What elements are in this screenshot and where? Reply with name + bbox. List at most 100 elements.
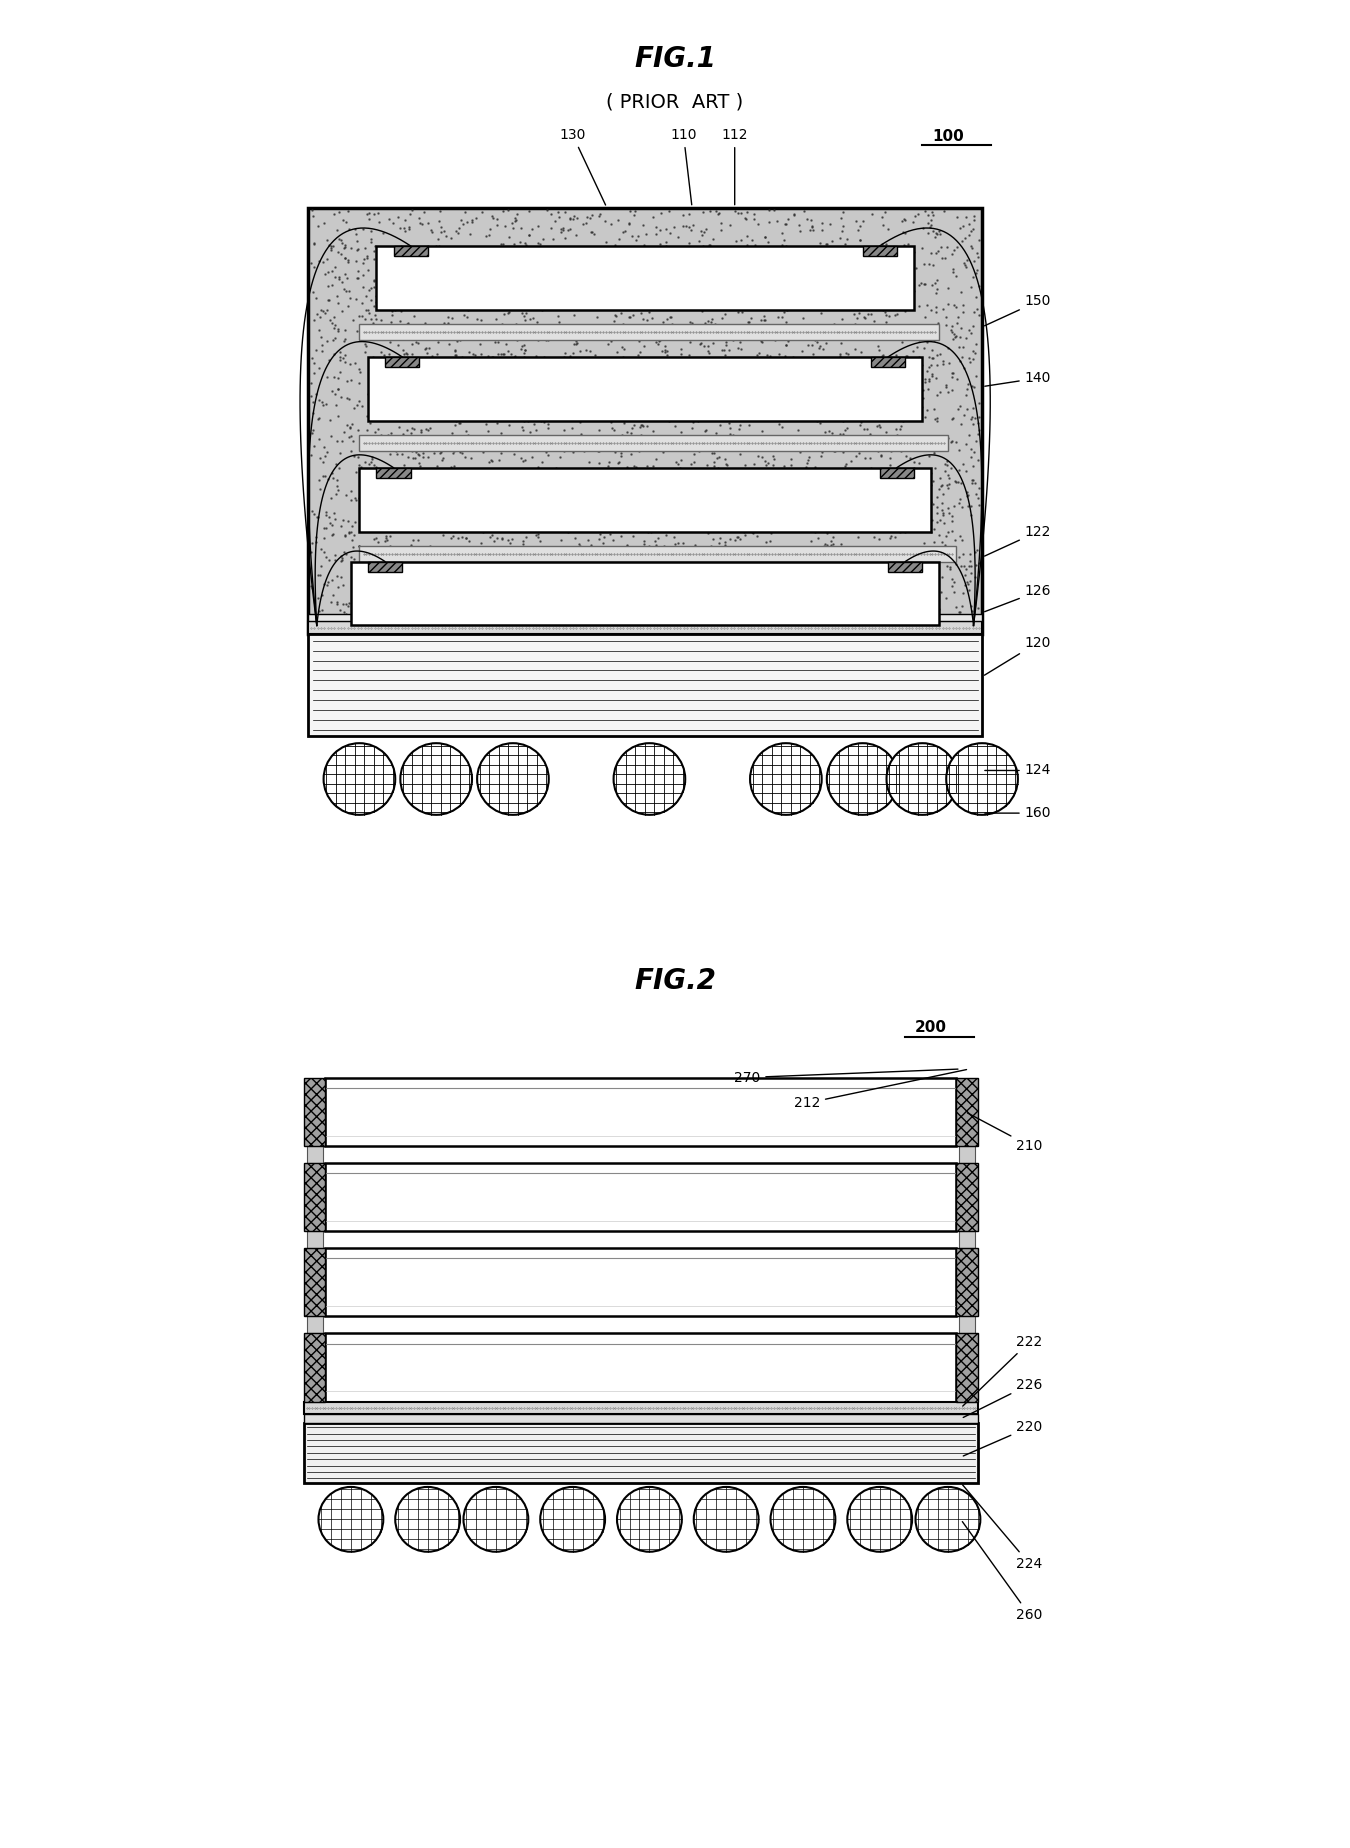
Point — [956, 480, 977, 510]
Point — [826, 386, 848, 416]
Point — [628, 554, 649, 584]
Point — [327, 237, 348, 266]
Point — [722, 582, 744, 612]
Point — [448, 408, 470, 438]
Point — [552, 238, 574, 268]
Point — [597, 349, 618, 379]
Point — [513, 301, 535, 331]
Point — [427, 551, 448, 580]
Point — [717, 362, 738, 392]
Point — [938, 499, 960, 529]
Point — [541, 255, 563, 285]
Point — [622, 349, 644, 379]
Circle shape — [401, 743, 472, 815]
Point — [833, 582, 855, 612]
Point — [737, 403, 759, 432]
Point — [945, 525, 967, 554]
Point — [829, 224, 850, 253]
Point — [467, 383, 489, 412]
Point — [444, 279, 466, 309]
Point — [768, 560, 790, 590]
Point — [706, 294, 728, 323]
Point — [417, 591, 439, 621]
Point — [342, 586, 363, 615]
Point — [707, 249, 729, 279]
Point — [339, 283, 360, 312]
Point — [633, 477, 655, 506]
Point — [589, 357, 610, 386]
Point — [747, 340, 768, 370]
Point — [545, 615, 567, 645]
Point — [363, 237, 385, 266]
Point — [892, 344, 914, 373]
Point — [670, 445, 691, 475]
Point — [537, 414, 559, 444]
Point — [755, 580, 776, 610]
Point — [872, 290, 894, 320]
Point — [675, 346, 697, 375]
Point — [310, 534, 332, 564]
Point — [737, 395, 759, 425]
Point — [464, 597, 486, 626]
Point — [555, 547, 576, 577]
Point — [547, 599, 568, 628]
Point — [494, 351, 516, 381]
Point — [595, 405, 617, 434]
Point — [324, 253, 346, 283]
Point — [355, 305, 377, 334]
Point — [621, 235, 643, 264]
Point — [899, 538, 921, 567]
Point — [364, 418, 386, 447]
Point — [500, 388, 521, 418]
Point — [436, 366, 458, 395]
Point — [436, 567, 458, 597]
Point — [329, 338, 351, 368]
Point — [598, 567, 620, 597]
Point — [424, 275, 446, 305]
Point — [896, 395, 918, 425]
Point — [533, 224, 555, 253]
Point — [319, 503, 340, 532]
Point — [670, 401, 691, 431]
Point — [875, 301, 896, 331]
Point — [383, 383, 405, 412]
Point — [934, 530, 956, 560]
Point — [898, 501, 919, 530]
Point — [470, 486, 491, 516]
Point — [495, 292, 517, 322]
Point — [632, 211, 653, 240]
Point — [688, 466, 710, 495]
Point — [844, 355, 865, 384]
Point — [481, 342, 502, 371]
Point — [921, 323, 942, 353]
Point — [595, 495, 617, 525]
Point — [536, 590, 558, 619]
Point — [518, 606, 540, 636]
Point — [348, 442, 370, 471]
Point — [448, 316, 470, 346]
Point — [960, 558, 981, 588]
Point — [563, 249, 585, 279]
Point — [339, 414, 360, 444]
Point — [914, 314, 936, 344]
Point — [637, 560, 659, 590]
Point — [703, 370, 725, 399]
Point — [671, 562, 693, 591]
Point — [373, 288, 394, 318]
Point — [733, 462, 755, 492]
Point — [884, 340, 906, 370]
Point — [319, 601, 340, 630]
Point — [594, 460, 616, 490]
Point — [817, 569, 838, 599]
Point — [891, 591, 913, 621]
Point — [767, 244, 788, 274]
Point — [687, 360, 709, 390]
Point — [570, 251, 591, 281]
Point — [343, 519, 364, 549]
Point — [917, 290, 938, 320]
Point — [848, 606, 869, 636]
Point — [366, 503, 387, 532]
Point — [683, 495, 705, 525]
Point — [871, 342, 892, 371]
Point — [900, 434, 922, 464]
